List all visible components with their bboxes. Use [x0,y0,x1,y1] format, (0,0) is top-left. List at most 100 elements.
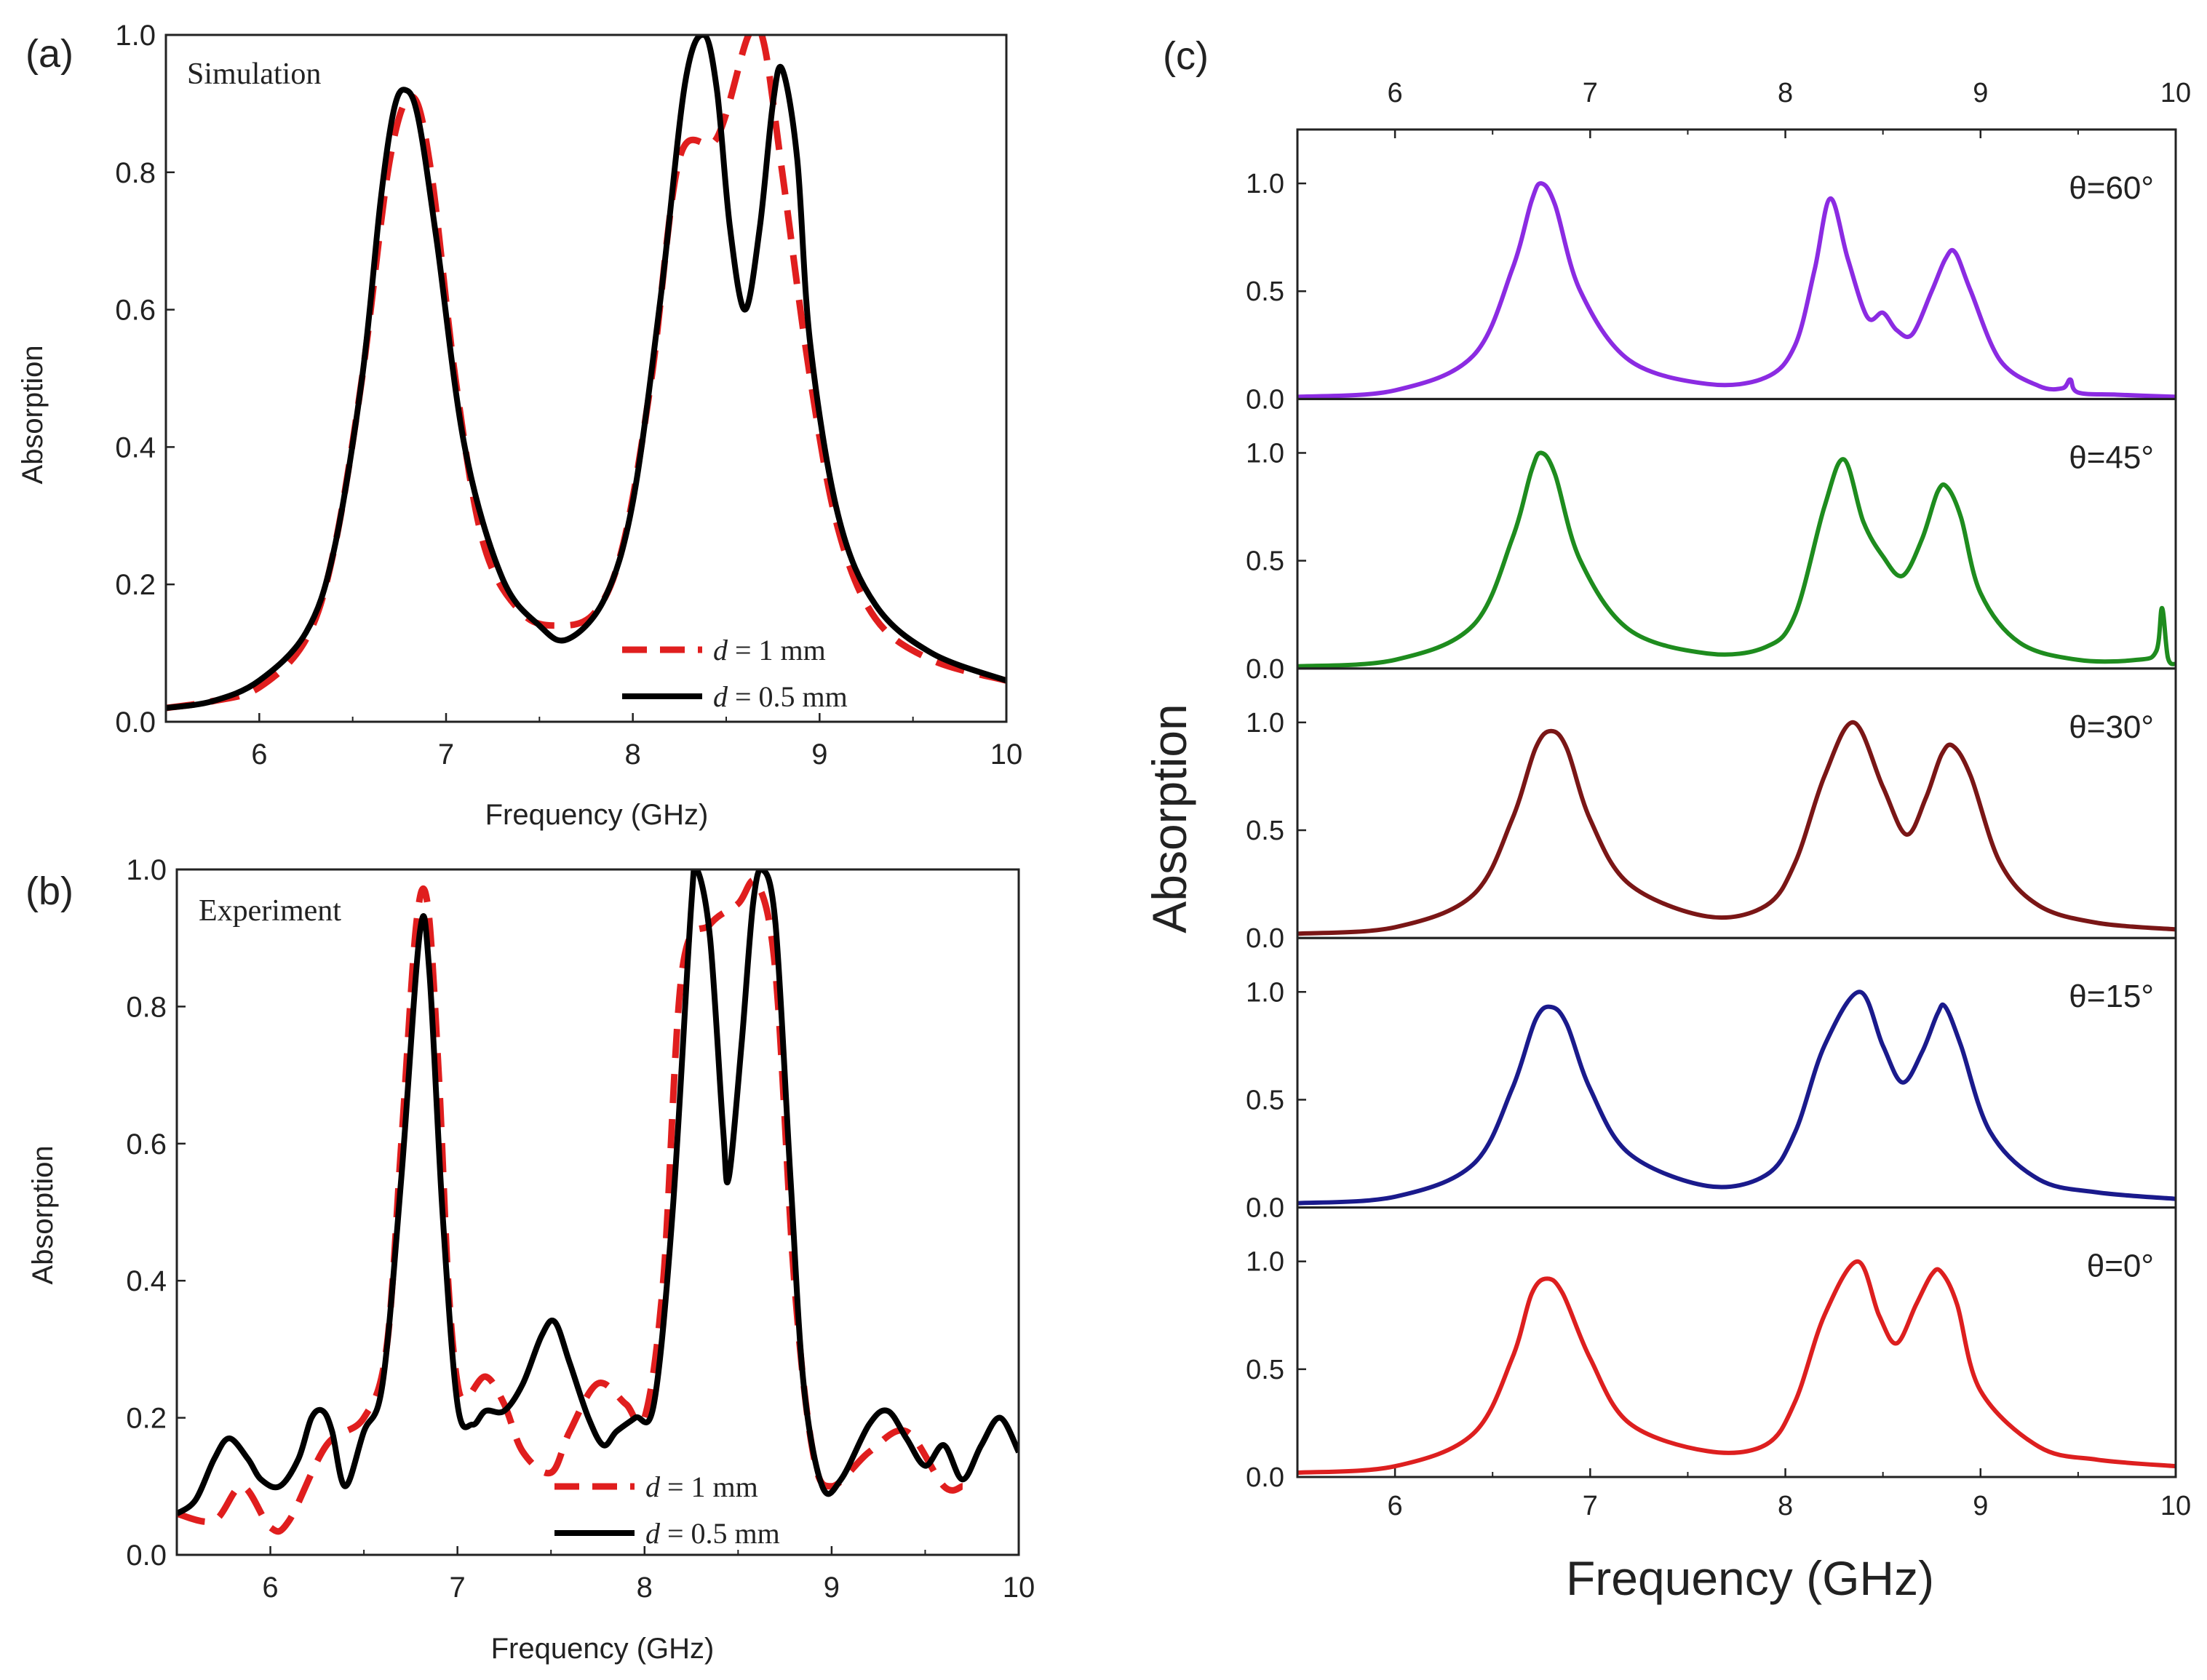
panel-c-subplot-theta-30: 0.0 0.5 1.0 θ=30° [1246,667,2177,954]
panel-a-legend-label-0: d = 1 mm [713,634,826,666]
panel-c-bottom-xtick-label: 6 [1388,1491,1403,1521]
panel-b-ytick-label: 0.6 [126,1128,167,1161]
panel-b-ytick-label: 1.0 [126,854,167,886]
legend-symbol: d [645,1517,661,1550]
panel-b-annotation: Experiment [199,894,341,928]
panel-b-ylabel: Absorption [27,1145,59,1284]
panel-a-xtick-label: 10 [990,739,1023,771]
panel-b-xlabel: Frequency (GHz) [491,1633,715,1665]
legend-text: = 1 mm [728,634,826,666]
panel-b-legend-label-1: d = 0.5 mm [645,1517,780,1550]
panel-b-label: (b) [25,869,73,913]
panel-c-bottom-xtick-label: 9 [1973,1491,1988,1521]
panel-c-curve-theta-45 [1297,450,2176,669]
panel-c-ytick-label: 1.0 [1246,1247,1284,1278]
panel-a: (a) Simulation Frequency (GHz) Absorptio… [17,20,1022,831]
panel-a-label: (a) [25,32,73,76]
panel-c-ylabel: Absorption [1142,704,1196,933]
panel-c-top-xtick-label: 8 [1778,78,1793,108]
panel-b-xtick-label: 7 [450,1572,466,1604]
panel-c-curve-theta-15 [1297,990,2176,1206]
panel-c-ytick-label: 0.0 [1246,384,1284,415]
panel-b-xtick-label: 8 [637,1572,653,1604]
panel-c-ytick-label: 0.0 [1246,654,1284,685]
panel-a-annotation: Simulation [187,57,321,91]
panel-a-xtick-label: 8 [625,739,641,771]
panel-c-subplot-frame [1296,397,2177,670]
panel-c-ytick-label: 1.0 [1246,169,1284,199]
panel-b-xtick-label: 6 [262,1572,278,1604]
panel-a-series-d-0-5mm [166,35,1006,712]
panel-c-subplot-theta-60: 0.0 0.5 1.0 θ=60° [1246,128,2177,415]
panel-a-xtick-label: 7 [438,739,454,771]
panel-a-ytick-label: 0.4 [115,431,156,463]
panel-a-ytick-label: 0.0 [115,706,156,739]
panel-c-subplot-frame [1296,936,2177,1209]
panel-b-ytick-label: 0.2 [126,1403,167,1435]
panel-c-bottom-xtick-label: 7 [1583,1491,1598,1521]
panel-c-subplot-frame [1296,1206,2177,1478]
panel-c-ytick-label: 1.0 [1246,977,1284,1008]
panel-c-ytick-label: 0.5 [1246,546,1284,577]
panel-c-ytick-label: 1.0 [1246,708,1284,739]
panel-c-ytick-label: 0.0 [1246,1193,1284,1224]
panel-b-series-d-0-5mm [177,869,1019,1516]
panel-c: (c) Frequency (GHz) Absorption 6 7 8 9 10 6 7 8… [1142,34,2191,1605]
panel-c-ytick-label: 0.0 [1246,1462,1284,1493]
panel-c-ytick-label: 1.0 [1246,438,1284,469]
panel-c-curve-theta-60 [1297,181,2176,399]
panel-a-ylabel: Absorption [17,345,49,484]
panel-c-ytick-label: 0.5 [1246,816,1284,846]
panel-b-ytick-label: 0.8 [126,991,167,1023]
panel-b-frame [175,868,1020,1556]
legend-symbol: d [645,1470,661,1503]
panel-c-ytick-label: 0.5 [1246,1085,1284,1115]
panel-c-top-xtick-label: 9 [1973,78,1988,108]
panel-c-curve-theta-0 [1297,1259,2176,1476]
panel-b-ytick-label: 0.0 [126,1540,167,1572]
panel-b: (b) Experiment Frequency (GHz) Absorptio… [25,854,1035,1665]
panel-a-legend-label-1: d = 0.5 mm [713,680,848,713]
panel-c-ytick-label: 0.5 [1246,1355,1284,1385]
panel-c-xlabel: Frequency (GHz) [1566,1551,1934,1605]
panel-a-ytick-label: 0.8 [115,157,156,189]
panel-c-subplot-frame [1296,128,2177,400]
panel-c-bottom-xtick-label: 10 [2160,1491,2191,1521]
panel-b-xtick-label: 9 [824,1572,840,1604]
panel-a-frame [164,33,1008,723]
panel-c-angle-label-60: θ=60° [2069,170,2154,206]
panel-c-angle-label-30: θ=30° [2069,709,2154,745]
panel-c-subplot-theta-0: 0.0 0.5 1.0 θ=0° [1246,1206,2177,1493]
panel-a-ytick-label: 0.2 [115,569,156,601]
legend-text: = 1 mm [660,1470,758,1503]
legend-symbol: d [713,634,728,666]
panel-c-subplot-theta-15: 0.0 0.5 1.0 θ=15° [1246,936,2177,1224]
panel-c-angle-label-15: θ=15° [2069,979,2154,1014]
panel-c-subplot-theta-45: 0.0 0.5 1.0 θ=45° [1246,397,2177,685]
panel-c-angle-label-0: θ=0° [2087,1249,2154,1284]
panel-c-subplot-frame [1296,667,2177,939]
panel-a-xlabel: Frequency (GHz) [485,799,709,831]
panel-c-top-xtick-label: 7 [1583,78,1598,108]
panel-b-series-d-1mm [177,877,964,1535]
legend-symbol: d [713,680,728,713]
panel-a-ytick-label: 0.6 [115,295,156,327]
legend-text: = 0.5 mm [660,1517,780,1550]
panel-c-top-xtick-label: 6 [1388,78,1403,108]
panel-a-series-d-1mm [166,35,1006,712]
panel-a-xtick-label: 9 [811,739,827,771]
panel-c-label: (c) [1163,34,1209,78]
panel-b-ytick-label: 0.4 [126,1265,167,1297]
panel-b-xtick-label: 10 [1003,1572,1035,1604]
panel-b-legend-label-0: d = 1 mm [645,1470,758,1503]
panel-c-bottom-xtick-label: 8 [1778,1491,1793,1521]
legend-text: = 0.5 mm [728,680,848,713]
panel-a-xtick-label: 6 [251,739,267,771]
panel-c-curve-theta-30 [1297,720,2176,936]
panel-c-ytick-label: 0.0 [1246,923,1284,954]
panel-c-angle-label-45: θ=45° [2069,439,2154,475]
panel-c-top-xtick-label: 10 [2160,78,2191,108]
panel-c-ytick-label: 0.5 [1246,276,1284,307]
panel-a-ytick-label: 1.0 [115,20,156,52]
